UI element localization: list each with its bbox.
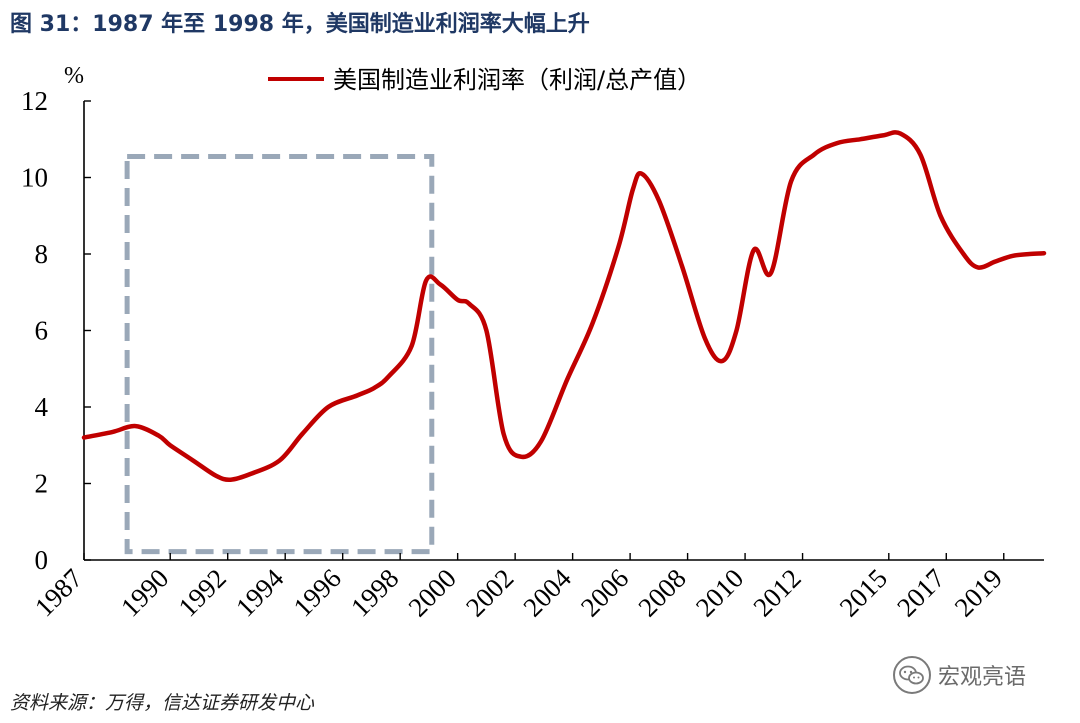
y-tick-label: 12	[21, 86, 48, 116]
x-tick-label: 2006	[575, 563, 634, 622]
highlight-box	[124, 153, 435, 555]
wechat-icon	[893, 656, 931, 694]
figure-title: 图 31：1987 年至 1998 年，美国制造业利润率大幅上升	[10, 12, 590, 37]
y-tick-label: 6	[35, 316, 49, 346]
watermark-text: 宏观亮语	[938, 665, 1027, 690]
source-note: 资料来源：万得，信达证券研发中心	[10, 692, 315, 714]
x-tick-label: 2008	[632, 563, 691, 622]
x-tick-label: 1992	[173, 563, 232, 622]
x-tick-label: 2012	[747, 563, 806, 622]
x-tick-label: 2004	[517, 563, 577, 623]
y-tick-label: 4	[35, 392, 49, 422]
y-tick-label: 0	[35, 545, 49, 575]
y-tick-label: 8	[35, 239, 49, 269]
x-tick-label: 1996	[288, 563, 347, 622]
series-line	[81, 130, 1047, 482]
y-tick-label: 10	[21, 163, 48, 193]
x-tick-label: 2019	[949, 563, 1008, 622]
x-tick-label: 2015	[834, 563, 893, 622]
y-axis-unit: %	[64, 63, 84, 89]
watermark: 宏观亮语	[892, 655, 1026, 695]
x-tick-label: 2010	[690, 563, 749, 622]
legend: 美国制造业利润率（利润/总产值）	[268, 66, 701, 94]
legend-label: 美国制造业利润率（利润/总产值）	[333, 66, 701, 94]
x-tick-label: 1994	[230, 563, 290, 623]
x-tick-label: 2002	[460, 563, 519, 622]
y-tick-label: 2	[35, 469, 49, 499]
x-tick-label: 2000	[402, 563, 461, 622]
x-tick-label: 1998	[345, 563, 404, 622]
x-tick-label: 2017	[891, 563, 950, 622]
x-tick-label: 1990	[115, 563, 174, 622]
